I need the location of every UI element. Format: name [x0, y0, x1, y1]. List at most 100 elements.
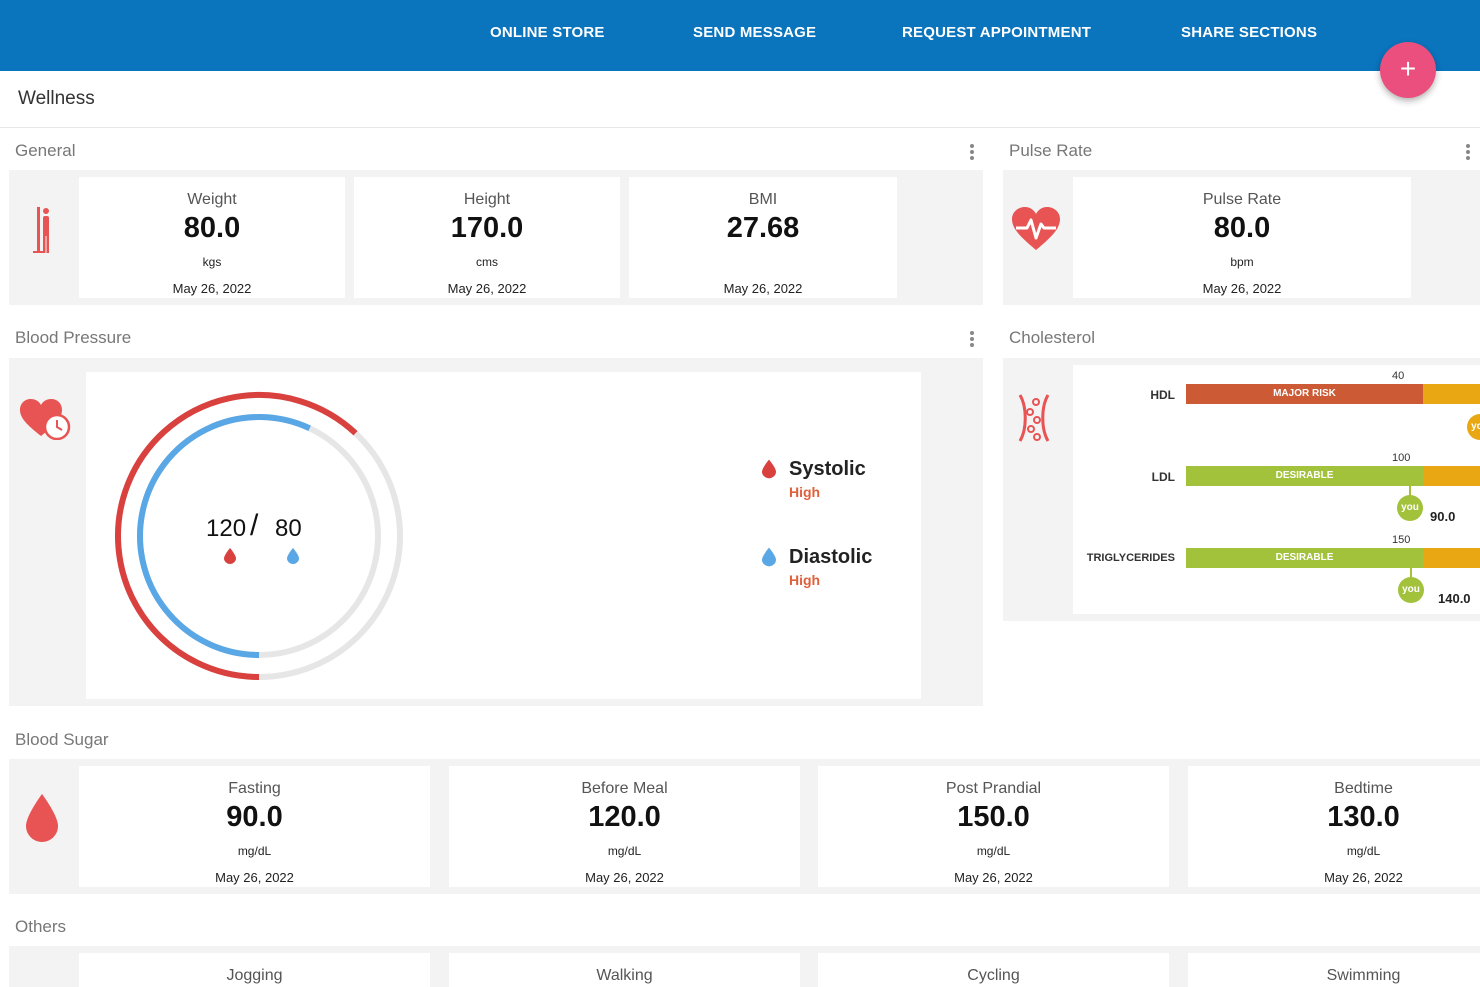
card-date: May 26, 2022	[172, 281, 252, 296]
card-label: Swimming	[1326, 967, 1401, 984]
before-meal-card[interactable]: Before Meal 120.0 mg/dL May 26, 2022	[449, 766, 800, 887]
card-value: 130.0	[1327, 801, 1400, 833]
systolic-legend-label: Systolic	[789, 458, 866, 480]
triglycerides-value: 140.0	[1438, 591, 1471, 606]
pulse-rate-card[interactable]: Pulse Rate 80.0 bpm May 26, 2022	[1073, 177, 1411, 298]
card-unit: mg/dL	[1346, 844, 1381, 858]
others-section-title: Others	[15, 917, 67, 936]
triglycerides-desirable-bar	[1186, 548, 1423, 568]
card-label: Fasting	[228, 780, 281, 797]
nav-send-message[interactable]: SEND MESSAGE	[693, 24, 817, 41]
card-unit: mg/dL	[237, 844, 272, 858]
cholesterol-vessel-icon	[1018, 394, 1050, 442]
card-value: 90.0	[226, 801, 283, 833]
card-label: Weight	[187, 191, 237, 208]
card-unit: mg/dL	[607, 844, 642, 858]
systolic-arc	[115, 392, 358, 680]
ldl-threshold: 100	[1392, 452, 1411, 464]
card-label: Height	[463, 191, 511, 208]
ldl-next-zone-bar	[1423, 466, 1480, 486]
card-date: May 26, 2022	[585, 870, 664, 885]
bedtime-card[interactable]: Bedtime 130.0 mg/dL May 26, 2022	[1188, 766, 1480, 887]
cycling-card[interactable]: Cycling	[818, 953, 1169, 987]
pulse-menu-icon[interactable]	[1464, 144, 1472, 164]
blood-sugar-panel: Fasting 90.0 mg/dL May 26, 2022 Before M…	[9, 759, 1480, 894]
card-date: May 26, 2022	[1202, 281, 1282, 296]
hdl-zone-label: MAJOR RISK	[1273, 388, 1336, 399]
diastolic-status: High	[789, 572, 821, 588]
card-date: May 26, 2022	[215, 870, 294, 885]
card-value: 120.0	[588, 801, 661, 833]
hdl-next-zone-bar	[1423, 384, 1480, 404]
systolic-status: High	[789, 484, 821, 500]
blood-pressure-gauge	[115, 392, 403, 680]
post-prandial-card[interactable]: Post Prandial 150.0 mg/dL May 26, 2022	[818, 766, 1169, 887]
fasting-card[interactable]: Fasting 90.0 mg/dL May 26, 2022	[79, 766, 430, 887]
height-card[interactable]: Height 170.0 cms May 26, 2022	[354, 177, 620, 298]
nav-online-store[interactable]: ONLINE STORE	[490, 24, 605, 41]
diastolic-drop-icon	[287, 548, 299, 564]
general-panel: Weight 80.0 kgs May 26, 2022 Height 170.…	[9, 170, 983, 305]
card-label: Walking	[596, 967, 653, 984]
swimming-card[interactable]: Swimming	[1188, 953, 1480, 987]
diastolic-reading: 80	[275, 515, 302, 542]
blood-pressure-chart: 120 / 80 Systolic High Diastolic High	[86, 372, 921, 699]
nav-share-sections[interactable]: SHARE SECTIONS	[1181, 24, 1318, 41]
page-title: Wellness	[18, 88, 95, 109]
jogging-card[interactable]: Jogging	[79, 953, 430, 987]
blood-drop-icon	[26, 794, 58, 842]
ldl-you-stem	[1409, 486, 1411, 496]
triglycerides-label: TRIGLYCERIDES	[1086, 552, 1175, 564]
card-date: May 26, 2022	[447, 281, 527, 296]
ldl-you-marker: you	[1397, 495, 1423, 521]
systolic-reading: 120	[206, 515, 247, 542]
card-unit: cms	[476, 255, 498, 269]
diastolic-legend-drop-icon	[762, 547, 776, 567]
ldl-zone-label: DESIRABLE	[1275, 470, 1334, 481]
weight-card[interactable]: Weight 80.0 kgs May 26, 2022	[79, 177, 345, 298]
systolic-drop-icon	[224, 548, 236, 564]
pulse-section-title: Pulse Rate	[1009, 141, 1093, 160]
others-panel: Jogging Walking Cycling Swimming	[9, 946, 1480, 987]
blood-sugar-section-title: Blood Sugar	[15, 730, 109, 749]
card-label: Pulse Rate	[1202, 191, 1282, 208]
triglycerides-threshold: 150	[1392, 534, 1411, 546]
blood-pressure-menu-icon[interactable]	[968, 331, 976, 351]
top-nav-bar: ONLINE STORE SEND MESSAGE REQUEST APPOIN…	[0, 0, 1480, 71]
general-menu-icon[interactable]	[968, 144, 976, 164]
card-unit: kgs	[202, 255, 222, 269]
cholesterol-panel: 40 HDL MAJOR RISK you 100 LDL DESIRABLE …	[1003, 358, 1480, 621]
card-label: Before Meal	[581, 780, 668, 797]
nav-request-appointment[interactable]: REQUEST APPOINTMENT	[902, 24, 1092, 41]
ldl-desirable-bar	[1186, 466, 1423, 486]
card-value: 27.68	[726, 212, 800, 244]
person-height-icon	[33, 207, 49, 253]
card-value: 80.0	[1213, 212, 1271, 244]
hdl-label: HDL	[1150, 388, 1175, 402]
triglycerides-you-stem	[1410, 568, 1412, 578]
hdl-threshold: 40	[1392, 370, 1405, 382]
card-date: May 26, 2022	[954, 870, 1033, 885]
bmi-card[interactable]: BMI 27.68 May 26, 2022	[629, 177, 897, 298]
card-value: 150.0	[957, 801, 1030, 833]
hdl-you-marker: you	[1467, 414, 1480, 440]
card-label: Bedtime	[1334, 780, 1393, 797]
card-date: May 26, 2022	[1324, 870, 1403, 885]
ldl-label: LDL	[1151, 470, 1175, 484]
heart-clock-icon	[20, 399, 71, 440]
walking-card[interactable]: Walking	[449, 953, 800, 987]
add-button[interactable]: +	[1380, 42, 1436, 98]
triglycerides-zone-label: DESIRABLE	[1275, 552, 1334, 563]
card-value: 170.0	[450, 212, 524, 244]
triglycerides-you-marker: you	[1398, 577, 1424, 603]
cholesterol-section-title: Cholesterol	[1009, 328, 1095, 347]
card-unit: mg/dL	[976, 844, 1011, 858]
cholesterol-chart: 40 HDL MAJOR RISK you 100 LDL DESIRABLE …	[1073, 365, 1480, 614]
card-value: 80.0	[183, 212, 241, 244]
heartbeat-icon	[1012, 207, 1060, 250]
diastolic-legend-label: Diastolic	[789, 546, 873, 568]
reading-separator: /	[250, 509, 259, 542]
card-unit: bpm	[1230, 255, 1254, 269]
triglycerides-next-zone-bar	[1423, 548, 1480, 568]
blood-pressure-section-title: Blood Pressure	[15, 328, 132, 347]
